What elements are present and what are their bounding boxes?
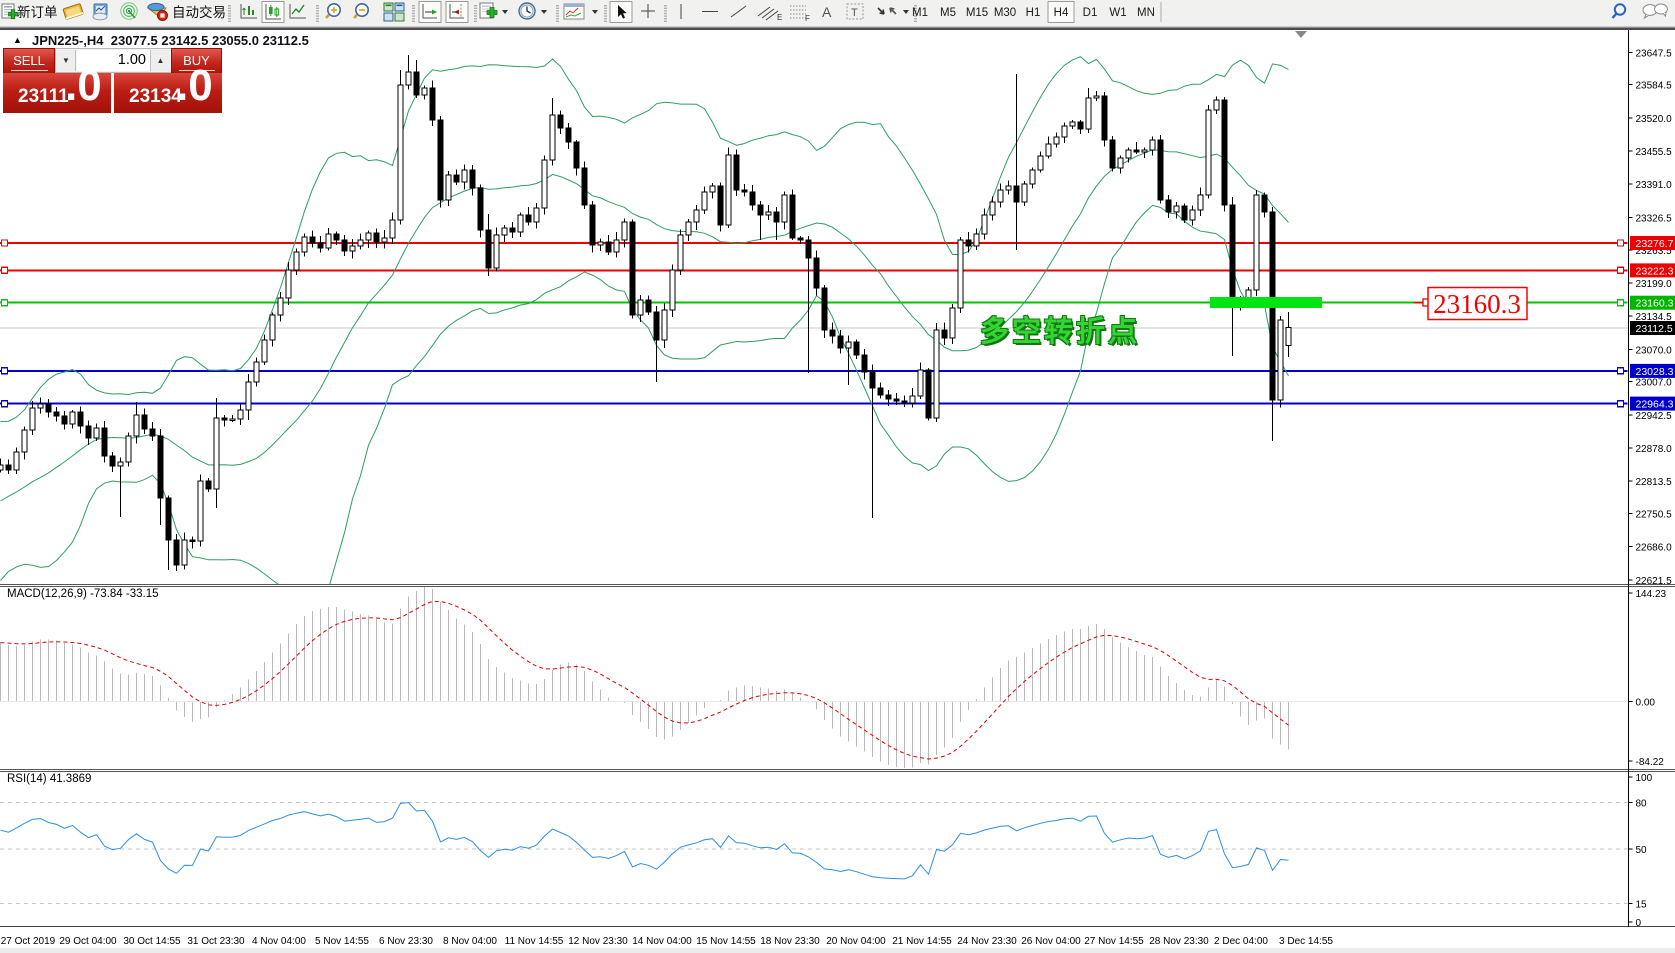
svg-text:0: 0 bbox=[1636, 918, 1642, 929]
svg-text:22621.5: 22621.5 bbox=[1636, 576, 1673, 587]
svg-text:21 Nov 14:55: 21 Nov 14:55 bbox=[892, 936, 952, 947]
svg-text:23391.0: 23391.0 bbox=[1636, 180, 1673, 191]
svg-text:23160.3: 23160.3 bbox=[1636, 298, 1674, 310]
svg-text:3 Dec 14:55: 3 Dec 14:55 bbox=[1279, 936, 1333, 947]
svg-text:144.23: 144.23 bbox=[1636, 589, 1667, 600]
svg-text:23326.5: 23326.5 bbox=[1636, 213, 1673, 224]
svg-text:23647.5: 23647.5 bbox=[1636, 48, 1673, 59]
svg-text:22878.0: 22878.0 bbox=[1636, 444, 1673, 455]
svg-text:22750.5: 22750.5 bbox=[1636, 510, 1673, 521]
svg-text:A: A bbox=[822, 4, 832, 20]
svg-text:0.00: 0.00 bbox=[1636, 697, 1656, 708]
svg-text:80: 80 bbox=[1636, 799, 1648, 810]
svg-text:18 Nov 23:30: 18 Nov 23:30 bbox=[760, 936, 820, 947]
svg-text:6 Nov 23:30: 6 Nov 23:30 bbox=[379, 936, 433, 947]
svg-text:27 Oct 2019: 27 Oct 2019 bbox=[1, 936, 56, 947]
svg-text:23199.0: 23199.0 bbox=[1636, 279, 1673, 290]
svg-text:自动交易: 自动交易 bbox=[172, 4, 226, 20]
svg-text:28 Nov 23:30: 28 Nov 23:30 bbox=[1149, 936, 1209, 947]
svg-text:M30: M30 bbox=[994, 7, 1016, 19]
svg-text:23276.7: 23276.7 bbox=[1636, 238, 1674, 250]
svg-text:4 Nov 04:00: 4 Nov 04:00 bbox=[252, 936, 306, 947]
svg-text:30 Oct 14:55: 30 Oct 14:55 bbox=[123, 936, 181, 947]
svg-text:22942.5: 22942.5 bbox=[1636, 411, 1673, 422]
svg-text:11 Nov 14:55: 11 Nov 14:55 bbox=[505, 936, 564, 947]
svg-text:MN: MN bbox=[1137, 7, 1155, 19]
svg-text:T: T bbox=[851, 7, 858, 19]
svg-text:15: 15 bbox=[1636, 899, 1648, 910]
svg-text:-84.22: -84.22 bbox=[1636, 757, 1665, 768]
svg-text:M5: M5 bbox=[940, 7, 956, 19]
svg-text:23222.3: 23222.3 bbox=[1636, 265, 1674, 277]
svg-text:23028.3: 23028.3 bbox=[1636, 366, 1674, 378]
svg-text:22686.0: 22686.0 bbox=[1636, 543, 1673, 554]
svg-text:27 Nov 14:55: 27 Nov 14:55 bbox=[1084, 936, 1144, 947]
svg-text:23520.0: 23520.0 bbox=[1636, 114, 1673, 125]
svg-text:50: 50 bbox=[1636, 845, 1648, 856]
svg-text:26 Nov 04:00: 26 Nov 04:00 bbox=[1021, 936, 1081, 947]
svg-text:23007.0: 23007.0 bbox=[1636, 378, 1673, 389]
svg-text:24 Nov 23:30: 24 Nov 23:30 bbox=[957, 936, 1017, 947]
svg-text:5 Nov 14:55: 5 Nov 14:55 bbox=[315, 936, 369, 947]
svg-text:H1: H1 bbox=[1026, 7, 1041, 19]
svg-text:23070.0: 23070.0 bbox=[1636, 345, 1673, 356]
svg-text:H4: H4 bbox=[1054, 7, 1069, 19]
svg-text:23160.3: 23160.3 bbox=[1433, 289, 1521, 319]
svg-text:W1: W1 bbox=[1109, 7, 1126, 19]
svg-text:22813.5: 22813.5 bbox=[1636, 477, 1673, 488]
svg-text:14 Nov 04:00: 14 Nov 04:00 bbox=[632, 936, 692, 947]
svg-text:100: 100 bbox=[1636, 773, 1653, 784]
svg-text:23112.5: 23112.5 bbox=[1636, 323, 1673, 335]
svg-text:23134.5: 23134.5 bbox=[1636, 312, 1673, 323]
svg-text:F: F bbox=[805, 14, 810, 23]
svg-text:31 Oct 23:30: 31 Oct 23:30 bbox=[187, 936, 245, 947]
svg-text:E: E bbox=[777, 13, 782, 22]
svg-text:2 Dec 04:00: 2 Dec 04:00 bbox=[1214, 936, 1268, 947]
svg-text:23263.5: 23263.5 bbox=[1636, 246, 1673, 257]
svg-text:20 Nov 04:00: 20 Nov 04:00 bbox=[826, 936, 886, 947]
svg-text:D1: D1 bbox=[1083, 7, 1098, 19]
svg-text:29 Oct 04:00: 29 Oct 04:00 bbox=[59, 936, 117, 947]
svg-text:12 Nov 23:30: 12 Nov 23:30 bbox=[568, 936, 628, 947]
svg-text:8 Nov 04:00: 8 Nov 04:00 bbox=[443, 936, 497, 947]
svg-text:23455.5: 23455.5 bbox=[1636, 147, 1673, 158]
svg-text:M1: M1 bbox=[912, 7, 928, 19]
svg-text:M15: M15 bbox=[966, 7, 988, 19]
svg-text:22964.3: 22964.3 bbox=[1636, 399, 1674, 411]
svg-text:新订单: 新订单 bbox=[17, 5, 58, 20]
svg-text:15 Nov 14:55: 15 Nov 14:55 bbox=[696, 936, 756, 947]
svg-text:23584.5: 23584.5 bbox=[1636, 81, 1673, 92]
